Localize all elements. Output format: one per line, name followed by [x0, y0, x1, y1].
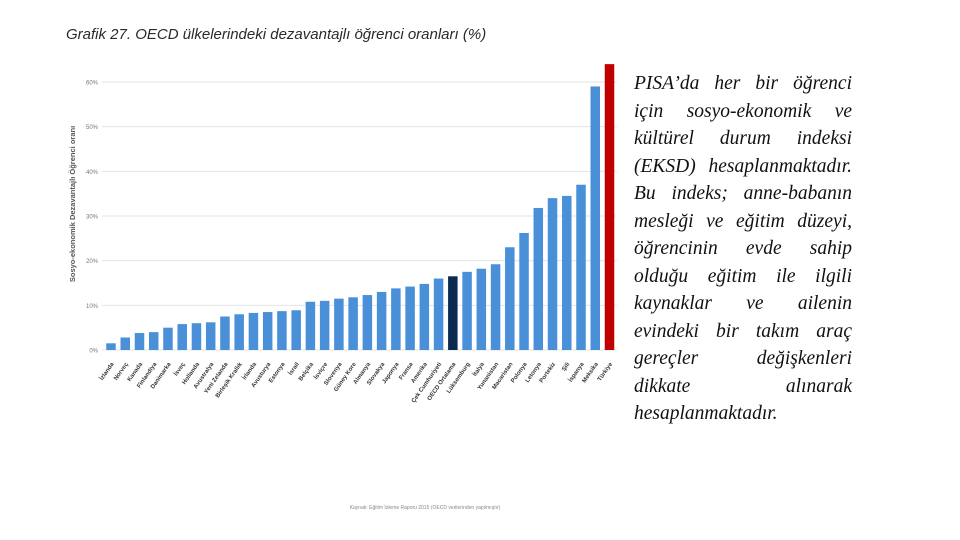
- bar-14: [291, 310, 301, 350]
- bar-24: [433, 278, 444, 350]
- y-tick-label: 60%: [86, 81, 99, 87]
- x-tick-label-27: İtalya: [471, 361, 486, 378]
- x-tick-label-6: İsveç: [173, 361, 188, 378]
- bar-15: [305, 301, 316, 350]
- bar-1: [106, 343, 116, 350]
- bar-32: [547, 198, 558, 350]
- bar-6: [177, 324, 187, 350]
- bar-18: [348, 297, 358, 350]
- bar-11: [248, 312, 259, 350]
- y-tick-label: 20%: [86, 259, 99, 265]
- gridlines: [102, 81, 617, 351]
- bar-27: [476, 268, 487, 350]
- bar-7: [191, 323, 202, 350]
- bar-23: [419, 283, 430, 350]
- bar-30: [519, 232, 529, 350]
- bar-25: [448, 276, 458, 350]
- y-axis-label: Sosyo-ekonomik Dezavantajlı Öğrenci oran…: [68, 126, 77, 282]
- bar-10: [234, 314, 244, 350]
- chart-title: Grafik 27. OECD ülkelerindeki dezavantaj…: [66, 26, 487, 43]
- bar-21: [391, 288, 401, 350]
- bar-2: [120, 337, 130, 350]
- x-tick-label-33: Şili: [561, 361, 571, 372]
- x-tick-label-15: Belçika: [298, 361, 315, 382]
- bar-36: [604, 64, 615, 350]
- bar-17: [334, 298, 344, 350]
- bar-12: [262, 312, 273, 350]
- bar-13: [277, 311, 287, 350]
- source-footnote: Kaynak: Eğitim İzleme Raporu 2015 (OECD …: [349, 505, 501, 511]
- y-axis-ticks: 0% 10% 20% 30% 40% 50% 60%: [86, 81, 99, 355]
- bar-28: [490, 264, 501, 350]
- bar-9: [220, 316, 230, 350]
- x-tick-label-10: Birleşik Krallık: [215, 361, 244, 399]
- y-tick-label: 0%: [89, 349, 98, 355]
- x-tick-label-14: İsrail: [287, 361, 301, 377]
- bar-22: [405, 286, 415, 350]
- bar-8: [205, 322, 216, 350]
- bar-3: [134, 333, 145, 350]
- y-tick-label: 50%: [86, 125, 99, 131]
- bar-4: [148, 332, 159, 350]
- bar-34: [576, 184, 586, 350]
- bar-19: [362, 295, 373, 350]
- bar-31: [533, 207, 544, 350]
- bar-35: [590, 86, 601, 350]
- y-tick-label: 10%: [86, 304, 99, 310]
- bar-5: [163, 327, 173, 350]
- bar-33: [562, 195, 572, 350]
- bars: [106, 64, 615, 350]
- bar-29: [505, 247, 515, 350]
- y-tick-label: 40%: [86, 170, 99, 176]
- bar-26: [462, 271, 472, 350]
- bar-20: [376, 291, 387, 350]
- description-text: PISA’da her bir öğrenci için sosyo-ekono…: [634, 73, 852, 424]
- y-tick-label: 30%: [86, 215, 99, 221]
- bar-16: [319, 300, 330, 350]
- x-tick-label-36: Türkiye: [597, 361, 615, 382]
